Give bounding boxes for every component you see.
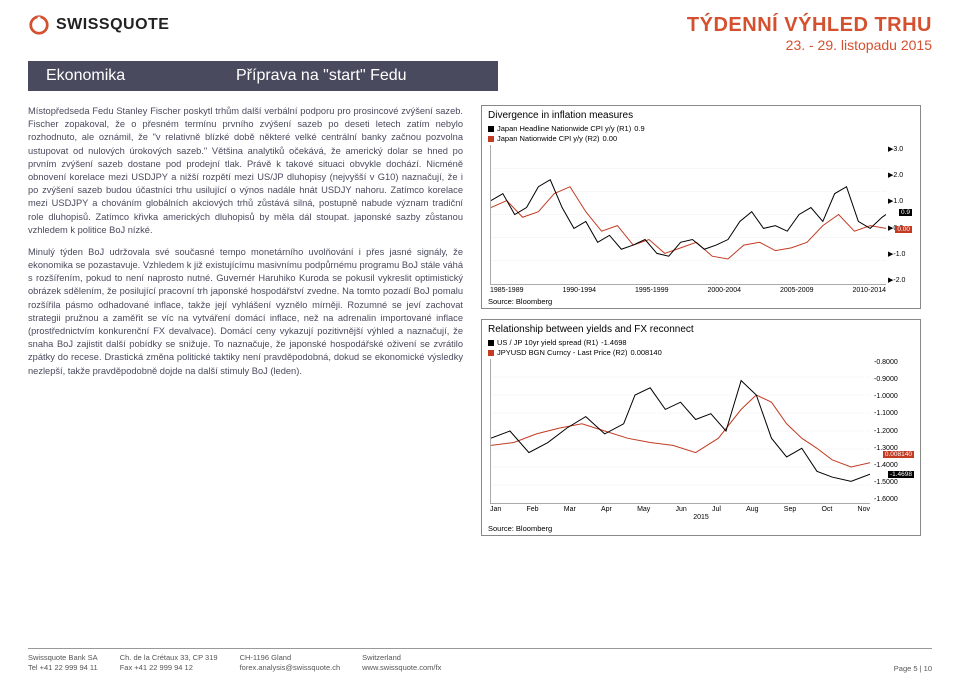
footer-email: forex.analysis@swissquote.ch (240, 663, 341, 673)
chart2-yaxis-left: -0.8000-0.9000-1.0000-1.1000-1.2000-1.30… (874, 359, 914, 503)
legend-item: Japan Nationwide CPI y/y (R2) 0.00 (488, 134, 914, 143)
page-header: SWISSQUOTE TÝDENNÍ VÝHLED TRHU 23. - 29.… (28, 14, 932, 53)
legend-item: JPYUSD BGN Curncy - Last Price (R2) 0.00… (488, 348, 914, 357)
footer-company: Swissquote Bank SA (28, 653, 98, 663)
report-title: TÝDENNÍ VÝHLED TRHU 23. - 29. listopadu … (687, 14, 932, 53)
chart-yields-fx: Relationship between yields and FX recon… (481, 319, 921, 536)
footer-address: Ch. de la Crétaux 33, CP 319 (120, 653, 218, 663)
footer-col-4: Switzerland www.swissquote.com/fx (362, 653, 441, 673)
legend-value: 0.008140 (630, 348, 661, 357)
footer-col-3: CH-1196 Gland forex.analysis@swissquote.… (240, 653, 341, 673)
paragraph-1: Místopředseda Fedu Stanley Fischer posky… (28, 105, 463, 237)
legend-item: Japan Headline Nationwide CPI y/y (R1) 0… (488, 124, 914, 133)
footer-fax: Fax +41 22 999 94 12 (120, 663, 218, 673)
chart2-x-sublabel: 2015 (488, 514, 914, 521)
legend-swatch (488, 350, 494, 356)
legend-value: 0.9 (634, 124, 644, 133)
section-header: Ekonomika Příprava na "start" Fedu (28, 61, 932, 91)
chart1-xaxis: 1985-19891990-19941995-19992000-20042005… (490, 287, 886, 294)
title-main: TÝDENNÍ VÝHLED TRHU (687, 14, 932, 37)
chart2-legend: US / JP 10yr yield spread (R1) -1.4698 J… (488, 338, 914, 357)
section-category: Ekonomika (28, 61, 218, 91)
chart2-svg (491, 359, 870, 503)
page-footer: Swissquote Bank SA Tel +41 22 999 94 11 … (28, 648, 932, 673)
chart1-source: Source: Bloomberg (488, 297, 914, 306)
legend-label: Japan Headline Nationwide CPI y/y (R1) (497, 124, 631, 133)
chart1-title: Divergence in inflation measures (488, 110, 914, 121)
chart2-xaxis: JanFebMarAprMayJunJulAugSepOctNov (490, 506, 870, 513)
article-text: Místopředseda Fedu Stanley Fischer posky… (28, 105, 463, 536)
legend-swatch (488, 126, 494, 132)
chart1-value-tag-2: 0.00 (895, 226, 912, 233)
footer-col-2: Ch. de la Crétaux 33, CP 319 Fax +41 22 … (120, 653, 218, 673)
chart2-value-tag-2: 0.008140 (883, 451, 914, 458)
legend-value: -1.4698 (601, 338, 626, 347)
legend-value: 0.00 (603, 134, 618, 143)
content-area: Místopředseda Fedu Stanley Fischer posky… (28, 105, 932, 536)
chart2-plot: -0.8000-0.9000-1.0000-1.1000-1.2000-1.30… (490, 359, 870, 504)
chart2-value-tag-1: -1.4698 (888, 471, 914, 478)
brand-logo: SWISSQUOTE (28, 14, 169, 36)
swissquote-icon (28, 14, 50, 36)
title-date: 23. - 29. listopadu 2015 (687, 37, 932, 53)
footer-country: Switzerland (362, 653, 441, 663)
chart1-plot: ▶3.0▶2.0▶1.0▶0.0▶-1.0▶-2.0 0.9 0.00 (490, 145, 886, 285)
footer-tel: Tel +41 22 999 94 11 (28, 663, 98, 673)
chart2-source: Source: Bloomberg (488, 524, 914, 533)
chart2-title: Relationship between yields and FX recon… (488, 324, 914, 335)
footer-columns: Swissquote Bank SA Tel +41 22 999 94 11 … (28, 653, 441, 673)
chart-inflation-divergence: Divergence in inflation measures Japan H… (481, 105, 921, 309)
legend-item: US / JP 10yr yield spread (R1) -1.4698 (488, 338, 914, 347)
page-number: Page 5 | 10 (894, 664, 932, 673)
legend-label: Japan Nationwide CPI y/y (R2) (497, 134, 600, 143)
paragraph-2: Minulý týden BoJ udržovala své současné … (28, 246, 463, 378)
charts-column: Divergence in inflation measures Japan H… (481, 105, 921, 536)
chart1-svg (491, 145, 886, 284)
brand-name: SWISSQUOTE (56, 16, 169, 34)
legend-swatch (488, 136, 494, 142)
chart1-value-tag-1: 0.9 (899, 209, 912, 216)
legend-label: JPYUSD BGN Curncy - Last Price (R2) (497, 348, 627, 357)
legend-label: US / JP 10yr yield spread (R1) (497, 338, 598, 347)
footer-col-1: Swissquote Bank SA Tel +41 22 999 94 11 (28, 653, 98, 673)
legend-swatch (488, 340, 494, 346)
footer-city: CH-1196 Gland (240, 653, 341, 663)
section-topic: Příprava na "start" Fedu (218, 61, 498, 91)
footer-url: www.swissquote.com/fx (362, 663, 441, 673)
chart1-legend: Japan Headline Nationwide CPI y/y (R1) 0… (488, 124, 914, 143)
